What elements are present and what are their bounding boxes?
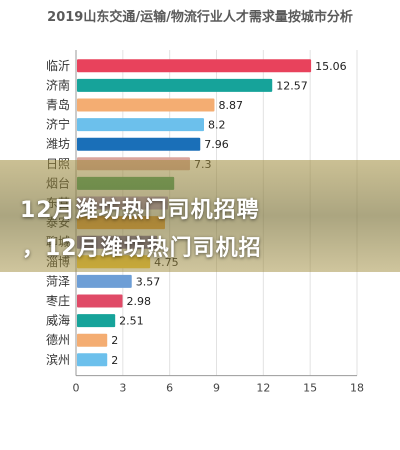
bar-value-label: 2 (111, 354, 118, 367)
bar (77, 333, 108, 347)
x-tick-label: 0 (73, 382, 80, 395)
bar-value-label: 2.98 (127, 295, 152, 308)
x-tick-label: 15 (303, 382, 317, 395)
y-category-label: 济南 (46, 77, 70, 92)
bar-value-label: 3.57 (136, 275, 161, 288)
y-category-label: 青岛 (46, 97, 70, 112)
bar (77, 353, 108, 367)
x-tick-label: 3 (119, 382, 126, 395)
bar (77, 59, 312, 73)
promo-headline-2: ，12月潍坊热门司机招 (22, 236, 262, 261)
bar-value-label: 2 (111, 334, 118, 347)
y-category-label: 枣庄 (46, 293, 70, 308)
bar-value-label: 7.96 (204, 138, 229, 151)
y-category-label: 德州 (46, 332, 70, 347)
bar (77, 274, 132, 288)
promo-overlay-band (0, 160, 400, 272)
bar-value-label: 2.51 (119, 315, 144, 328)
x-tick-label: 9 (213, 382, 220, 395)
y-category-label: 潍坊 (46, 136, 70, 151)
x-tick-label: 6 (166, 382, 173, 395)
bar-value-label: 12.57 (276, 79, 308, 92)
bar (77, 78, 273, 92)
bar (77, 98, 215, 112)
x-tick-label: 12 (256, 382, 270, 395)
x-tick-label: 18 (350, 382, 364, 395)
bar (77, 137, 201, 151)
chart-title: 2019山东交通/运输/物流行业人才需求量按城市分析 (47, 10, 353, 25)
y-category-label: 济宁 (46, 117, 70, 132)
y-category-label: 威海 (46, 313, 70, 328)
y-category-label: 临沂 (46, 59, 70, 73)
bar-value-label: 8.87 (218, 99, 243, 112)
y-category-label: 菏泽 (46, 274, 70, 288)
y-category-label: 滨州 (46, 352, 70, 367)
bar (77, 294, 123, 308)
bar-value-label: 15.06 (315, 60, 347, 73)
promo-headline-1: 12月潍坊热门司机招聘 (20, 198, 260, 223)
bar-value-label: 8.2 (208, 119, 226, 132)
bar (77, 118, 205, 132)
bar (77, 314, 116, 328)
